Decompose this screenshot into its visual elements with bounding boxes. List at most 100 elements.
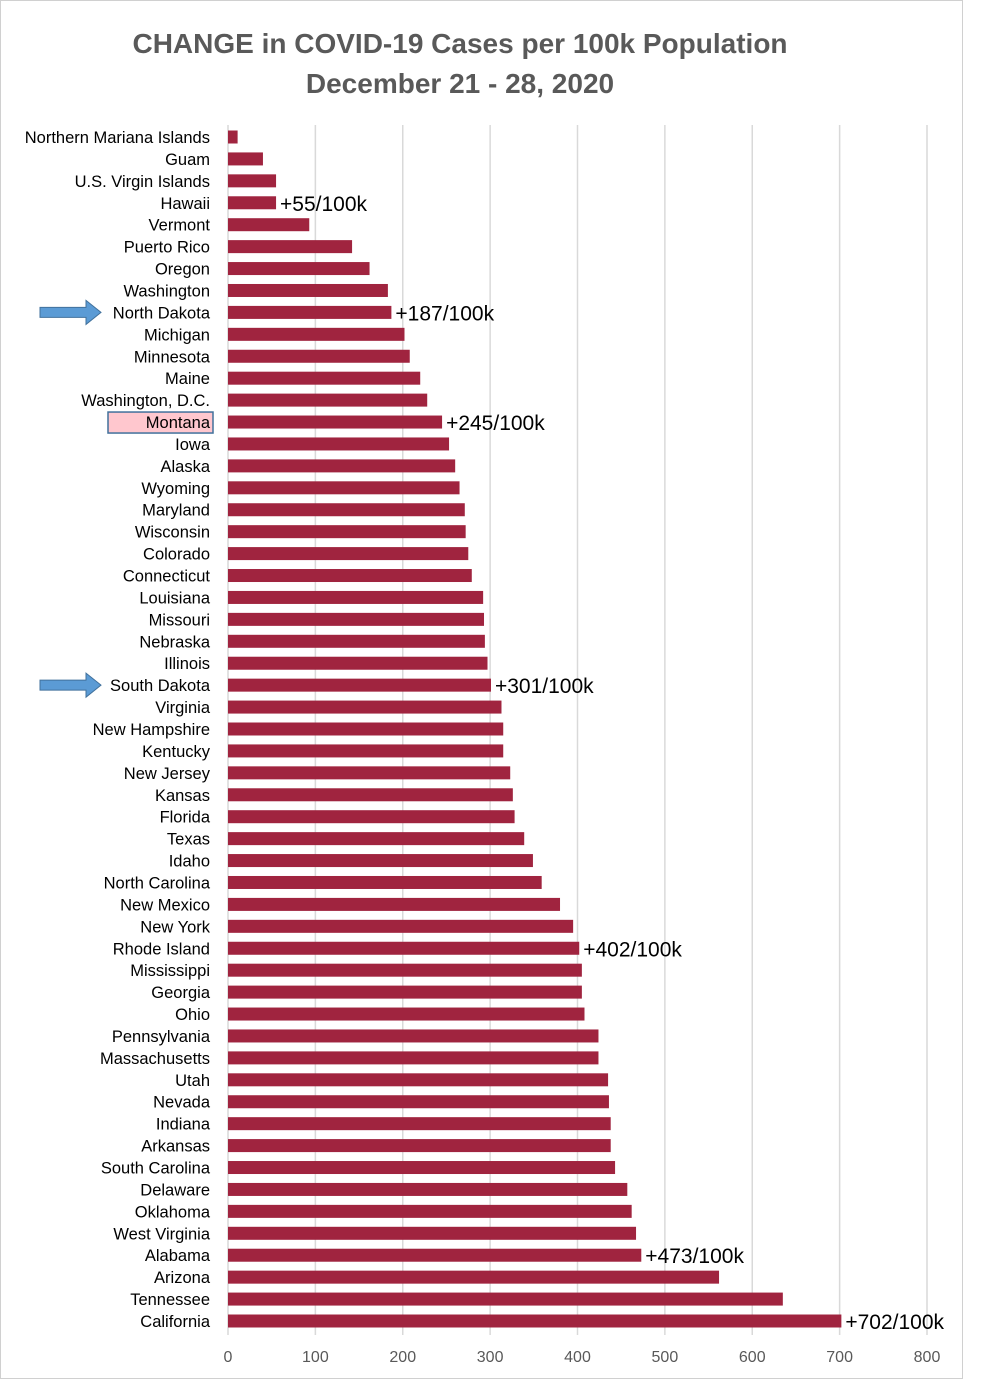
bar xyxy=(228,1117,611,1131)
category-label: North Carolina xyxy=(104,874,211,892)
bar xyxy=(228,1095,609,1109)
chart-title-block: CHANGE in COVID-19 Cases per 100k Popula… xyxy=(0,24,920,104)
category-label: Texas xyxy=(167,831,210,849)
category-label: Florida xyxy=(160,809,211,827)
bar xyxy=(228,612,485,626)
category-label: Oklahoma xyxy=(135,1203,211,1221)
category-label: Guam xyxy=(165,151,210,169)
category-label: Rhode Island xyxy=(113,940,210,958)
category-label: Nebraska xyxy=(139,633,210,651)
bar xyxy=(228,130,238,144)
category-label: Michigan xyxy=(144,326,210,344)
bar xyxy=(228,437,450,451)
x-tick-label: 700 xyxy=(826,1349,853,1366)
data-label: +55/100k xyxy=(280,193,367,216)
bar xyxy=(228,788,513,802)
arrow-marker-icon xyxy=(39,299,102,326)
bar xyxy=(228,634,485,648)
bar xyxy=(228,678,491,692)
bar xyxy=(228,744,504,758)
x-tick-label: 300 xyxy=(477,1349,504,1366)
bar xyxy=(228,569,472,583)
bar xyxy=(228,1007,585,1021)
category-label: Virginia xyxy=(155,699,211,717)
category-label: Illinois xyxy=(164,655,210,673)
bar xyxy=(228,240,353,254)
bar xyxy=(228,327,405,341)
category-label: Kentucky xyxy=(142,743,211,761)
bar xyxy=(228,547,469,561)
category-label: Alabama xyxy=(145,1247,211,1265)
bar xyxy=(228,897,561,911)
data-label: +187/100k xyxy=(395,302,494,325)
category-label: Massachusetts xyxy=(100,1050,210,1068)
x-tick-label: 0 xyxy=(224,1349,233,1366)
data-label: +301/100k xyxy=(495,675,594,698)
data-label: +473/100k xyxy=(645,1245,744,1268)
category-label: New Jersey xyxy=(124,765,211,783)
category-label: Wisconsin xyxy=(135,524,210,542)
category-label: New Hampshire xyxy=(93,721,210,739)
bar xyxy=(228,1182,628,1196)
category-label: Washington xyxy=(123,282,210,300)
category-label: Washington, D.C. xyxy=(81,392,210,410)
chart-subtitle: December 21 - 28, 2020 xyxy=(305,68,615,99)
bar xyxy=(228,1139,611,1153)
bar xyxy=(228,1029,599,1043)
bar xyxy=(228,1270,720,1284)
category-label: Delaware xyxy=(140,1181,210,1199)
bar xyxy=(228,218,310,232)
category-label: Arkansas xyxy=(141,1138,210,1156)
bar xyxy=(228,963,582,977)
category-label: South Dakota xyxy=(110,677,211,695)
category-label: Utah xyxy=(175,1072,210,1090)
category-label: Montana xyxy=(146,414,211,432)
category-label: West Virginia xyxy=(113,1225,210,1243)
arrow-marker-icon xyxy=(39,672,102,699)
data-label: +245/100k xyxy=(446,412,545,435)
x-tick-label: 800 xyxy=(914,1349,941,1366)
bar xyxy=(228,196,277,210)
bar xyxy=(228,283,388,297)
category-label: New York xyxy=(140,918,210,936)
category-label: Kansas xyxy=(155,787,210,805)
category-label: Puerto Rico xyxy=(124,239,210,257)
category-label: Louisiana xyxy=(139,589,210,607)
bar xyxy=(228,1314,842,1328)
category-label: Hawaii xyxy=(160,195,210,213)
category-label: North Dakota xyxy=(113,304,211,322)
category-label: Connecticut xyxy=(123,568,211,586)
bar xyxy=(228,700,502,714)
bar xyxy=(228,722,504,736)
chart-frame xyxy=(0,0,963,1379)
highlight-box xyxy=(107,411,214,434)
bar xyxy=(228,1161,616,1175)
bar xyxy=(228,656,488,670)
bar xyxy=(228,1226,637,1240)
category-label: New Mexico xyxy=(120,896,210,914)
data-label: +702/100k xyxy=(845,1311,944,1334)
category-label: Tennessee xyxy=(130,1291,210,1309)
category-label: Maryland xyxy=(142,502,210,520)
bar xyxy=(228,459,456,473)
bar xyxy=(228,1292,783,1306)
bar xyxy=(228,941,580,955)
chart-title: CHANGE in COVID-19 Cases per 100k Popula… xyxy=(132,28,788,59)
category-label: Arizona xyxy=(154,1269,211,1287)
category-label: Alaska xyxy=(160,458,210,476)
bar xyxy=(228,481,460,495)
category-label: Minnesota xyxy=(134,348,211,366)
bar xyxy=(228,1248,642,1262)
bar xyxy=(228,810,515,824)
bar xyxy=(228,174,277,188)
bar xyxy=(228,503,465,517)
x-tick-label: 200 xyxy=(389,1349,416,1366)
category-label: Pennsylvania xyxy=(112,1028,211,1046)
bar xyxy=(228,349,410,363)
x-tick-label: 500 xyxy=(652,1349,679,1366)
bar xyxy=(228,415,443,429)
category-label: Ohio xyxy=(175,1006,210,1024)
category-label: Oregon xyxy=(155,261,210,279)
bar xyxy=(228,262,370,276)
